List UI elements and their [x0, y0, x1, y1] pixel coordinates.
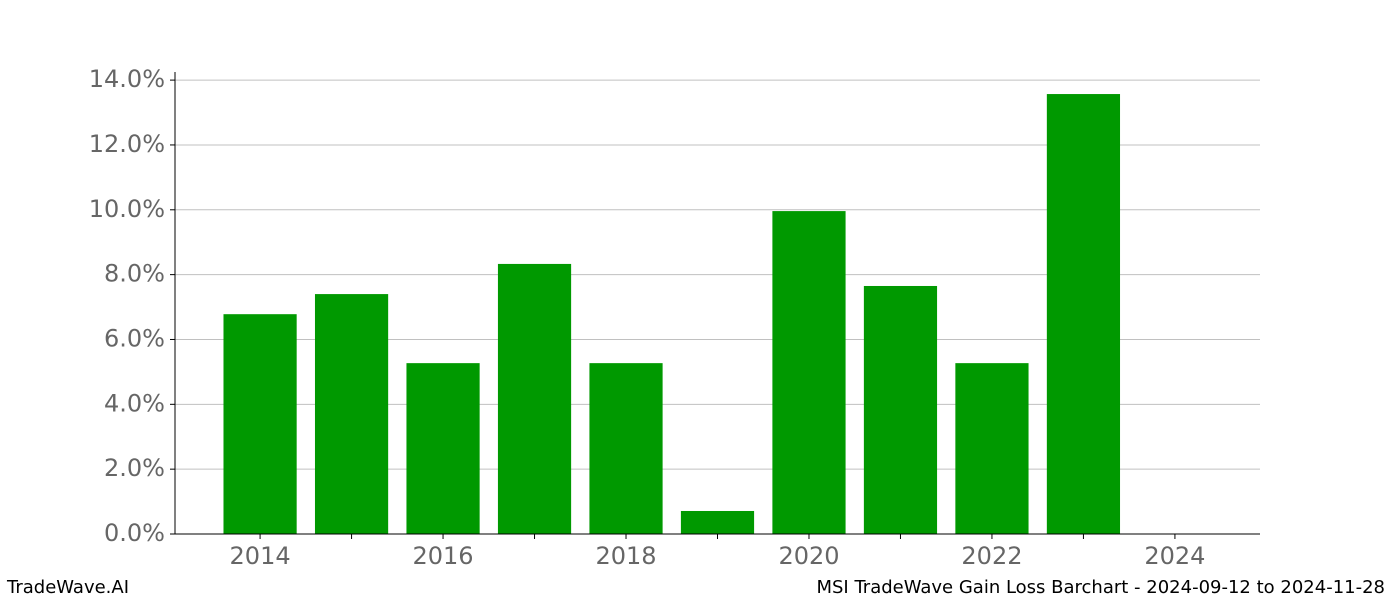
y-tick-label: 4.0%	[104, 389, 165, 417]
bar	[772, 211, 846, 535]
bar	[1046, 94, 1121, 534]
x-tick-label: 2018	[595, 542, 656, 570]
bar	[863, 285, 938, 534]
bar	[955, 363, 1029, 534]
source-label: TradeWave.AI	[6, 577, 129, 598]
bar	[314, 294, 389, 534]
y-tick-label: 6.0%	[104, 324, 165, 352]
x-tick-label: 2022	[961, 542, 1022, 570]
y-tick-label: 0.0%	[104, 519, 165, 547]
x-tick-label: 2024	[1144, 542, 1205, 570]
x-tick-label: 2014	[230, 542, 291, 570]
bar	[406, 363, 480, 534]
bar	[589, 363, 663, 534]
y-tick-label: 14.0%	[89, 65, 165, 93]
y-tick-label: 12.0%	[89, 130, 165, 158]
x-tick-label: 2020	[778, 542, 839, 570]
x-tick-label: 2016	[413, 542, 474, 570]
chart-title: MSI TradeWave Gain Loss Barchart - 2024-…	[816, 577, 1385, 598]
bar	[497, 263, 572, 534]
bar	[223, 314, 297, 534]
y-tick-label: 8.0%	[104, 260, 165, 288]
bar	[680, 510, 755, 534]
y-tick-label: 2.0%	[104, 454, 165, 482]
y-tick-label: 10.0%	[89, 195, 165, 223]
